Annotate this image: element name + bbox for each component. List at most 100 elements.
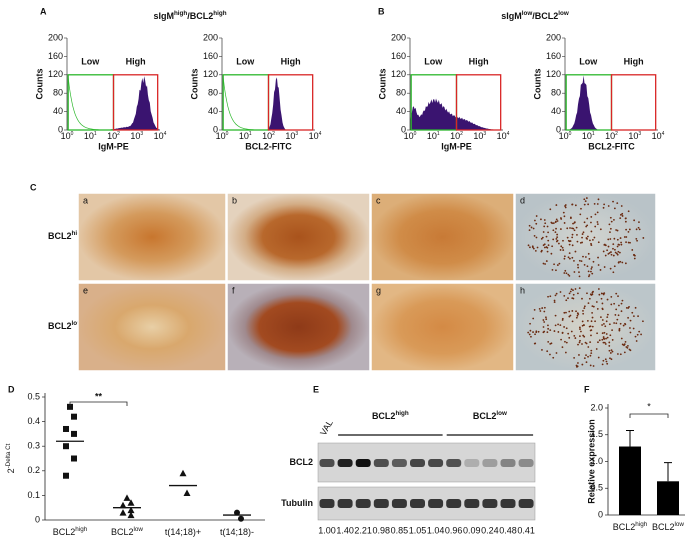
stained-nucleus <box>597 264 600 266</box>
y-axis-label: 2-Delta Ct <box>5 443 16 473</box>
stained-nucleus <box>610 358 613 361</box>
stained-nucleus <box>587 270 590 273</box>
stained-nucleus <box>571 310 574 312</box>
stained-nucleus <box>532 317 535 320</box>
tissue-image <box>371 193 514 281</box>
bcl2-band <box>373 459 389 467</box>
stained-nucleus <box>597 341 599 344</box>
stained-nucleus <box>540 218 542 221</box>
superscript: 3 <box>638 131 641 137</box>
stained-nucleus <box>586 217 589 220</box>
stained-nucleus <box>555 227 557 230</box>
stained-nucleus <box>606 313 609 316</box>
stained-nucleus <box>559 217 562 219</box>
superscript: high <box>75 526 87 533</box>
stained-nucleus <box>603 266 606 268</box>
stained-nucleus <box>629 319 632 322</box>
bcl2-band <box>482 459 498 467</box>
stained-nucleus <box>542 231 545 233</box>
ratio-label: 1.40 <box>336 525 354 535</box>
data-point <box>238 515 244 522</box>
y-axis-label: Counts <box>189 69 199 100</box>
superscript: 3 <box>483 131 486 137</box>
stained-nucleus <box>587 302 590 304</box>
bcl2-band <box>446 459 462 467</box>
stained-nucleus <box>606 362 609 365</box>
stained-nucleus <box>569 290 572 293</box>
stained-nucleus <box>631 311 634 314</box>
y-axis-label: Counts <box>377 69 387 100</box>
stained-nucleus <box>620 310 623 313</box>
stained-nucleus <box>572 289 574 292</box>
stained-nucleus <box>591 272 594 275</box>
tubulin-band <box>446 499 462 508</box>
stained-nucleus <box>636 239 638 242</box>
stained-nucleus <box>583 221 586 224</box>
stained-nucleus <box>586 319 589 322</box>
bcl2-band <box>391 459 407 467</box>
stained-nucleus <box>588 257 591 260</box>
tubulin-band <box>337 499 353 508</box>
y-tick-label: 40 <box>551 106 561 116</box>
stained-nucleus <box>589 325 592 328</box>
stained-nucleus <box>535 215 538 217</box>
bcl2-band <box>428 459 444 467</box>
gate-high <box>112 74 159 131</box>
tubulin-band <box>319 499 335 508</box>
stained-nucleus <box>542 326 545 328</box>
text-segment: BCL2 <box>48 231 72 241</box>
x-tick-label: 103 <box>473 131 486 141</box>
stained-nucleus <box>567 256 570 259</box>
stained-nucleus <box>546 246 549 249</box>
stained-nucleus <box>610 349 613 352</box>
stained-nucleus <box>555 204 558 206</box>
text-segment: BCL2 <box>372 411 396 421</box>
stained-nucleus <box>564 340 566 343</box>
stained-nucleus <box>615 292 618 295</box>
stained-nucleus <box>563 326 566 328</box>
stained-nucleus <box>543 321 546 323</box>
text-segment: 10 <box>628 131 638 141</box>
image-frame <box>77 282 227 372</box>
stained-nucleus <box>615 322 618 325</box>
stained-nucleus <box>606 298 609 301</box>
significance-label: * <box>647 401 651 411</box>
stained-nucleus <box>541 236 544 239</box>
stained-nucleus <box>620 302 623 305</box>
stained-nucleus <box>633 253 635 256</box>
stained-nucleus <box>609 216 612 219</box>
y-tick-label: 0.5 <box>27 391 40 401</box>
x-tick-label: 100 <box>404 131 417 141</box>
stained-nucleus <box>632 315 635 318</box>
stained-nucleus <box>596 223 599 226</box>
y-tick-label: 1.0 <box>590 456 603 466</box>
superscript: 4 <box>319 131 322 137</box>
stained-nucleus <box>544 263 546 265</box>
y-tick-label: 80 <box>53 88 63 98</box>
stained-nucleus <box>555 269 557 272</box>
data-point <box>127 499 135 506</box>
y-tick-label: 0 <box>401 124 406 134</box>
stained-nucleus <box>588 297 591 300</box>
gate-high <box>267 74 314 131</box>
stained-nucleus <box>588 275 590 278</box>
stained-nucleus <box>555 352 558 354</box>
bcl2-band <box>518 459 534 467</box>
stained-nucleus <box>608 345 611 347</box>
stained-nucleus <box>552 222 555 225</box>
stained-nucleus <box>573 334 576 337</box>
stained-nucleus <box>534 333 536 336</box>
stained-nucleus <box>627 230 630 233</box>
stained-nucleus <box>614 251 617 254</box>
stained-nucleus <box>583 203 586 206</box>
stained-nucleus <box>612 247 614 250</box>
tubulin-band <box>373 499 389 508</box>
stained-nucleus <box>621 212 624 215</box>
stained-nucleus <box>623 236 626 238</box>
stained-nucleus <box>577 263 579 266</box>
stained-nucleus <box>558 242 560 245</box>
stained-nucleus <box>627 210 630 213</box>
y-tick-label: 0.3 <box>27 441 40 451</box>
stained-nucleus <box>534 250 537 252</box>
stained-nucleus <box>592 260 595 263</box>
